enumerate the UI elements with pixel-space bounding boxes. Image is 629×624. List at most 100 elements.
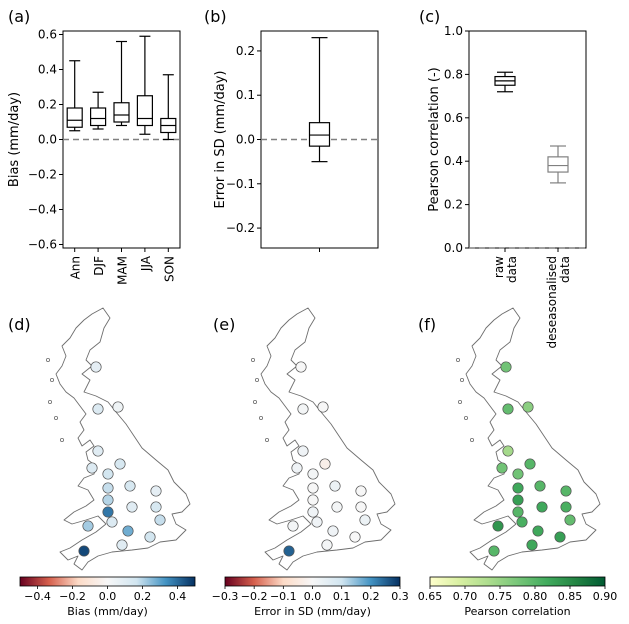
colorbar-tick-label: 0.3 <box>391 590 409 603</box>
station-marker <box>536 501 548 513</box>
colorbar-tick-label: −0.4 <box>24 590 51 603</box>
box-iqr <box>547 156 569 173</box>
station-marker <box>560 501 572 513</box>
y-tick-label: 0.6 <box>38 28 57 42</box>
panel-label: (d) <box>8 315 31 334</box>
station-marker <box>90 361 102 373</box>
station-marker <box>522 401 534 413</box>
box-deseasonalised <box>547 145 569 184</box>
station-marker <box>359 514 371 526</box>
station-marker <box>114 458 126 470</box>
box-iqr <box>308 122 331 147</box>
y-tick-label: 0.0 <box>38 133 57 147</box>
station-marker <box>82 520 94 532</box>
station-marker <box>297 403 309 415</box>
x-tick-label: JJA <box>139 255 153 272</box>
station-marker <box>295 361 307 373</box>
station-marker <box>321 539 333 551</box>
x-tick-label: SON <box>162 256 176 282</box>
station-marker <box>150 485 162 497</box>
colorbar-tick-label: −0.2 <box>241 590 268 603</box>
colorbar <box>429 576 606 587</box>
station-marker <box>102 482 114 494</box>
station-marker <box>524 458 536 470</box>
britain-map <box>251 307 396 571</box>
boxplot-panel-b: (b) −0.2 −0.1 0.0 0.1 0.2 Error in SD (mm/day) <box>204 7 379 252</box>
island <box>50 377 55 382</box>
colorbar-label: Bias (mm/day) <box>67 605 148 618</box>
station-marker <box>106 516 118 528</box>
colorbar-tick-label: 0.80 <box>523 590 548 603</box>
station-marker <box>307 468 319 480</box>
station-marker <box>92 403 104 415</box>
y-tick-label: 0.2 <box>38 98 57 112</box>
station-marker <box>112 401 124 413</box>
colorbar <box>224 576 401 587</box>
y-axis-label: Pearson correlation (-) <box>427 67 442 212</box>
y-tick-label: 0.0 <box>236 133 255 147</box>
map-panel-d: (d) −0.4 −0.2 0.0 0.2 0.4 Bias (mm/day) <box>8 307 196 618</box>
box-Ann <box>66 60 83 132</box>
station-marker <box>502 403 514 415</box>
station-marker <box>150 501 162 513</box>
y-tick-label: 0.0 <box>444 241 463 255</box>
y-tick-label: 0.2 <box>444 198 463 212</box>
box-raw <box>494 71 516 93</box>
y-tick-label: 0.2 <box>236 44 255 58</box>
colorbar-tick-label: 0.1 <box>333 590 351 603</box>
station-marker <box>307 506 319 518</box>
island <box>54 415 59 420</box>
station-marker <box>560 485 572 497</box>
station-marker <box>534 480 546 492</box>
y-tick-label: 0.1 <box>236 88 255 102</box>
station-marker <box>102 468 114 480</box>
station-marker <box>496 462 508 474</box>
station-marker <box>564 514 576 526</box>
colorbar-tick-label: −0.2 <box>59 590 86 603</box>
colorbar-tick-label: −0.3 <box>212 590 239 603</box>
island <box>255 377 260 382</box>
island <box>259 415 264 420</box>
station-marker <box>319 458 331 470</box>
station-marker <box>488 545 500 557</box>
station-marker <box>329 480 341 492</box>
box-JJA <box>136 35 153 135</box>
station-marker <box>102 506 114 518</box>
station-marker <box>78 545 90 557</box>
y-tick-label: 1.0 <box>444 24 463 38</box>
station-marker <box>492 520 504 532</box>
colorbar-tick-label: 0.4 <box>169 590 187 603</box>
x-tick-label: deseasonalised <box>545 256 559 348</box>
map-panel-e: (e) −0.3 −0.2 −0.1 0.0 0.1 0.2 0.3 Error in SD (… <box>212 307 409 618</box>
box-DJF <box>89 91 107 130</box>
box-iqr <box>89 107 107 127</box>
panel-label: (e) <box>213 315 235 334</box>
colorbar <box>19 576 196 587</box>
station-marker <box>355 485 367 497</box>
coastline <box>55 307 191 571</box>
x-tick-label: raw <box>492 256 506 278</box>
station-marker <box>283 545 295 557</box>
station-marker <box>311 516 323 528</box>
station-marker <box>355 501 367 513</box>
y-tick-label: 0.4 <box>38 63 57 77</box>
station-marker <box>516 516 528 528</box>
station-marker <box>291 462 303 474</box>
x-tick-label: Ann <box>69 256 83 279</box>
station-marker <box>154 514 166 526</box>
boxplot-panel-a: (a) −0.6 −0.4 −0.2 0.0 0.2 0.4 0.6 Bias (mm/day)… <box>7 7 181 285</box>
colorbar-tick-label: 0.0 <box>304 590 322 603</box>
station-marker <box>124 480 136 492</box>
station-marker <box>502 445 514 457</box>
coastline <box>260 307 396 571</box>
box-SON <box>160 74 177 141</box>
y-axis-label: Error in SD (mm/day) <box>213 71 228 209</box>
y-tick-label: −0.1 <box>226 177 255 191</box>
island <box>460 377 465 382</box>
boxplot-panel-c: (c) 0.0 0.2 0.4 0.6 0.8 1.0 Pearson correlation… <box>419 7 587 348</box>
britain-map <box>456 307 601 571</box>
colorbar-tick-label: 0.2 <box>134 590 152 603</box>
island <box>458 399 463 404</box>
station-marker <box>554 531 566 543</box>
